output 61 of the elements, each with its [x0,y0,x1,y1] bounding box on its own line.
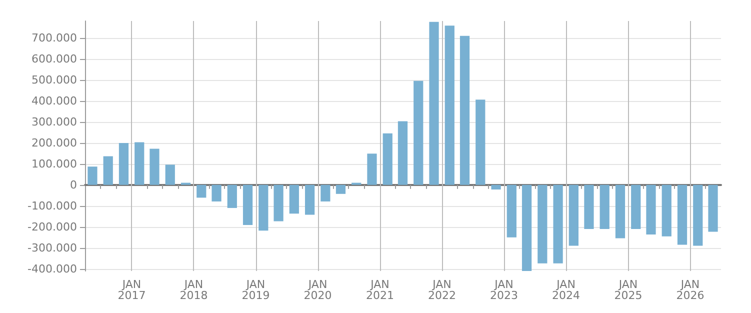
y-tick-label: 0 [70,178,77,192]
x-tick-label: JAN 2021 [366,278,394,302]
bar [118,143,129,185]
y-tick-label: 300.000 [32,115,77,128]
bar [615,184,626,238]
bar [568,184,578,246]
bar [631,184,641,229]
y-tick-label: 500.000 [32,73,77,86]
bar [538,184,548,264]
bar [398,121,408,185]
bar [677,184,688,245]
x-tick-label: JAN 2022 [428,278,456,302]
bar [662,184,672,236]
bar [165,164,175,185]
bar [134,142,144,185]
bar [584,184,594,229]
bar [429,22,439,185]
bar [460,36,470,185]
bar [553,184,563,264]
bar [196,184,206,198]
bar [382,133,392,185]
x-tick-label: JAN 2025 [614,278,642,302]
bar [242,184,253,225]
bar [88,166,98,185]
bar [304,184,315,215]
y-tick-label: 400.000 [32,94,77,108]
y-tick-label: -100.000 [28,199,77,212]
bar [693,184,703,246]
bar [444,26,454,185]
bar [320,184,330,202]
bar [274,184,284,222]
bar [258,184,268,231]
x-tick-label: JAN 2023 [490,278,518,302]
bar [150,148,160,185]
bar [708,184,718,232]
y-tick-label: 600.000 [32,52,77,66]
bar [367,154,377,185]
y-tick-label: -200.000 [28,220,77,234]
bar [103,156,113,185]
bar [476,100,486,185]
bar [414,80,424,185]
bar [212,184,222,202]
y-tick-label: -300.000 [28,241,77,254]
x-tick-label: JAN 2017 [118,278,146,302]
bar [506,184,516,238]
x-tick-label: JAN 2018 [180,278,208,302]
bar [491,184,501,190]
bar [336,184,346,194]
y-tick-label: 100.000 [32,157,77,170]
bar [289,184,299,214]
x-tick-label: JAN 2019 [242,278,270,302]
bar [522,184,532,271]
y-tick-label: -400.000 [28,262,77,276]
x-tick-label: JAN 2020 [304,278,332,302]
y-tick-label: 700.000 [32,31,77,44]
bar [227,184,237,208]
bar [600,184,610,229]
x-tick-label: JAN 2026 [676,278,704,302]
y-tick-label: 200.000 [32,136,77,150]
x-tick-label: JAN 2024 [552,278,580,302]
bar [646,184,656,234]
